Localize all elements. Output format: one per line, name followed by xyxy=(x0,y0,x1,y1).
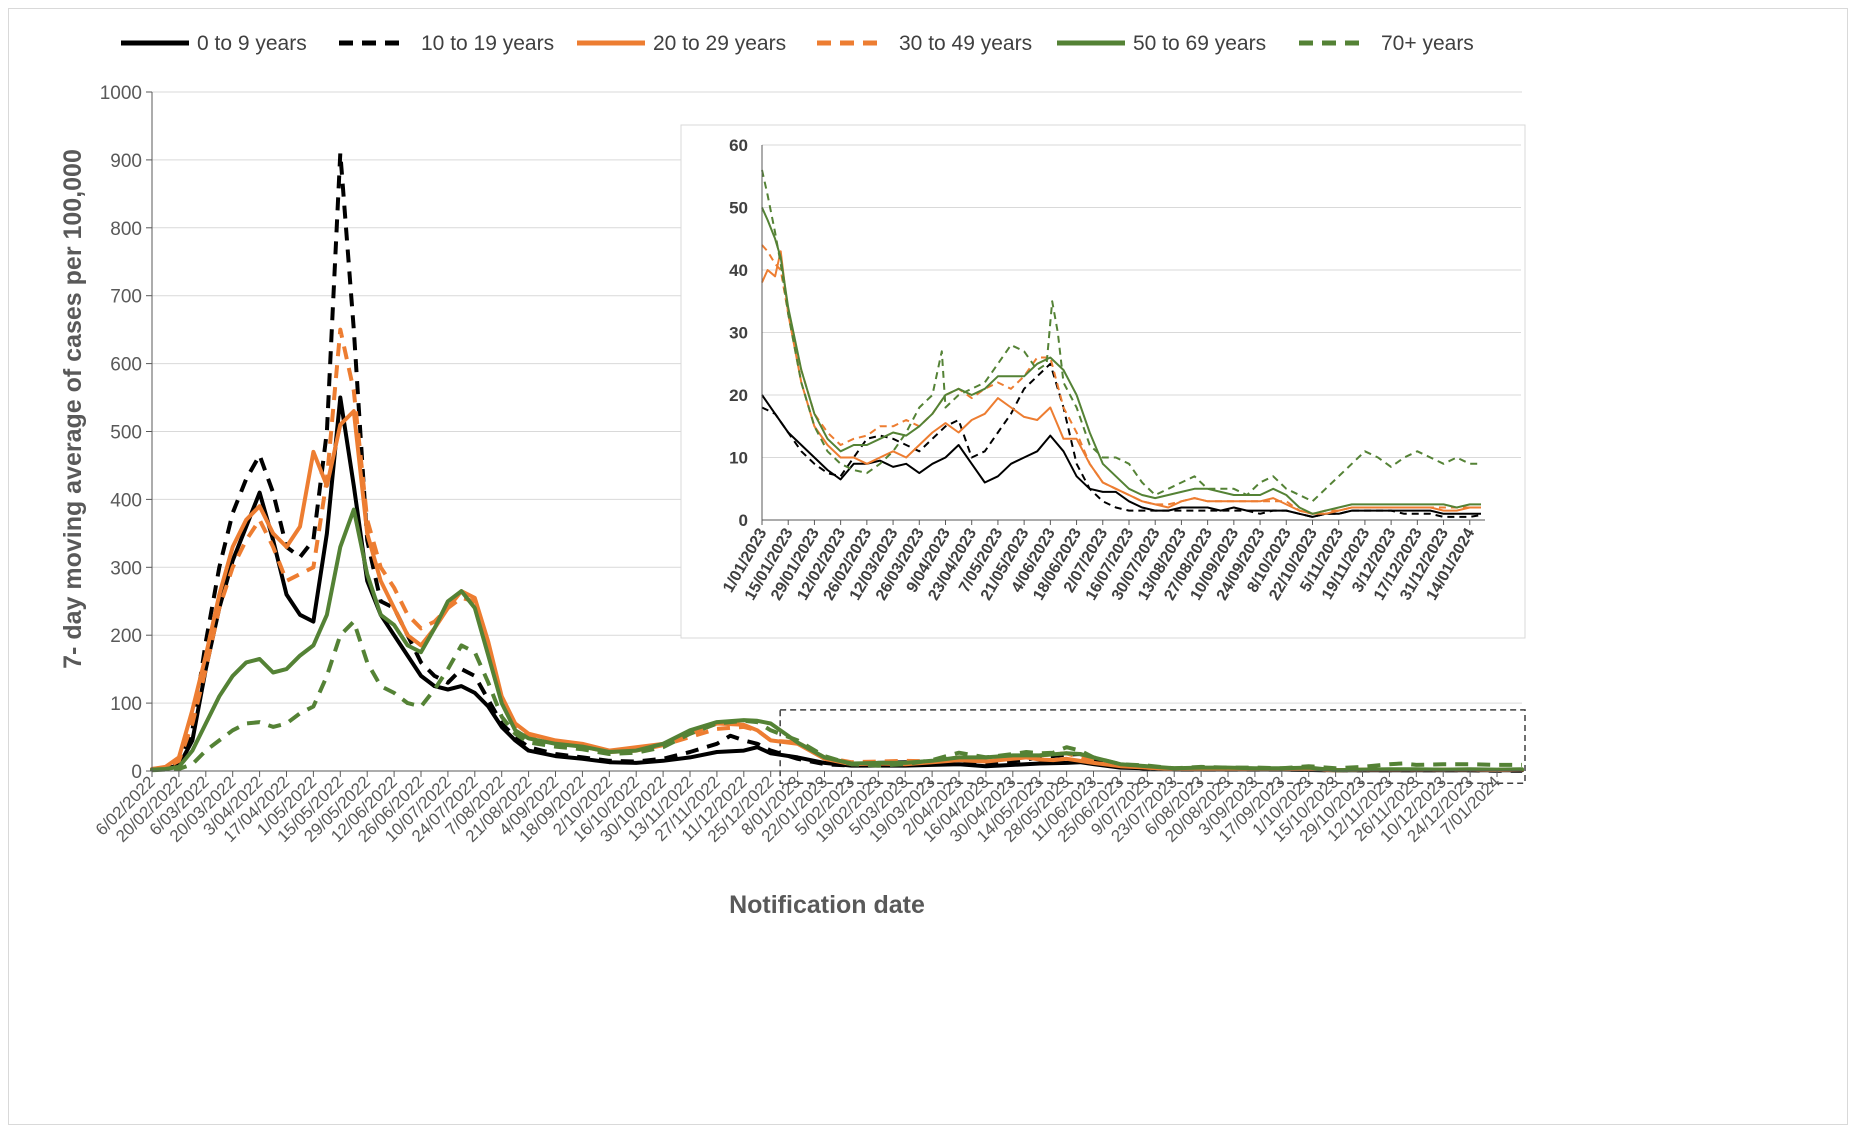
inset-frame xyxy=(680,124,1526,639)
inset-series-lines xyxy=(761,169,1482,518)
legend-label: 20 to 29 years xyxy=(653,32,786,55)
main-y-tick-label: 100 xyxy=(110,694,142,715)
inset-series-6 xyxy=(761,169,1481,503)
main-y-tick-label: 1000 xyxy=(100,83,142,104)
inset-y-tick-label: 50 xyxy=(729,199,748,218)
main-y-tick-label: 500 xyxy=(110,423,142,444)
legend-label: 70+ years xyxy=(1381,32,1474,55)
inset-y-tick-label: 60 xyxy=(729,136,748,155)
legend-label: 10 to 19 years xyxy=(421,32,554,55)
legend-label: 0 to 9 years xyxy=(197,32,307,55)
zoom-region-rect xyxy=(779,709,1526,784)
line-chart: 0 to 9 years 10 to 19 years 20 to 29 years… xyxy=(59,32,1526,919)
x-axis-label: Notification date xyxy=(729,891,925,919)
main-y-tick-label: 0 xyxy=(131,762,142,783)
inset-y-tick-label: 40 xyxy=(729,261,748,280)
main-y-tick-label: 800 xyxy=(110,219,142,240)
inset-chart: 01020304050601/01/202315/01/202329/01/20… xyxy=(680,124,1526,639)
legend-label: 50 to 69 years xyxy=(1133,32,1266,55)
main-y-tick-label: 400 xyxy=(110,490,142,511)
main-y-tick-label: 900 xyxy=(110,151,142,172)
inset-series-5 xyxy=(761,207,1481,515)
inset-series-4 xyxy=(761,244,1481,515)
legend-label: 30 to 49 years xyxy=(899,32,1032,55)
y-axis-label: 7- day moving average of cases per 100,0… xyxy=(59,149,87,669)
main-y-tick-label: 200 xyxy=(110,626,142,647)
main-series-lines xyxy=(150,151,1524,773)
main-series-6 xyxy=(151,619,1522,773)
inset-y-tick-label: 0 xyxy=(739,511,748,530)
main-y-tick-label: 700 xyxy=(110,287,142,308)
chart-frame: 0 to 9 years 10 to 19 years 20 to 29 years… xyxy=(8,8,1848,1125)
zoom-region-box xyxy=(779,709,1526,784)
inset-series-2 xyxy=(761,362,1482,518)
main-y-tick-label: 300 xyxy=(110,558,142,579)
inset-y-tick-label: 10 xyxy=(729,449,748,468)
inset-series-1 xyxy=(761,394,1481,518)
inset-gridlines xyxy=(762,144,1521,458)
legend: 0 to 9 years 10 to 19 years 20 to 29 years… xyxy=(121,32,1474,55)
inset-y-tick-label: 20 xyxy=(729,386,748,405)
main-y-tick-label: 600 xyxy=(110,355,142,376)
main-series-2 xyxy=(151,151,1522,773)
inset-y-tick-label: 30 xyxy=(729,324,748,343)
